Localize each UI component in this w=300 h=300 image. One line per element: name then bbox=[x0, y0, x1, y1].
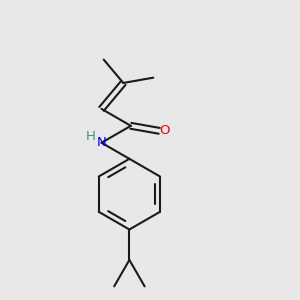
Text: H: H bbox=[85, 130, 95, 143]
Text: O: O bbox=[159, 124, 170, 137]
Text: N: N bbox=[97, 136, 106, 149]
